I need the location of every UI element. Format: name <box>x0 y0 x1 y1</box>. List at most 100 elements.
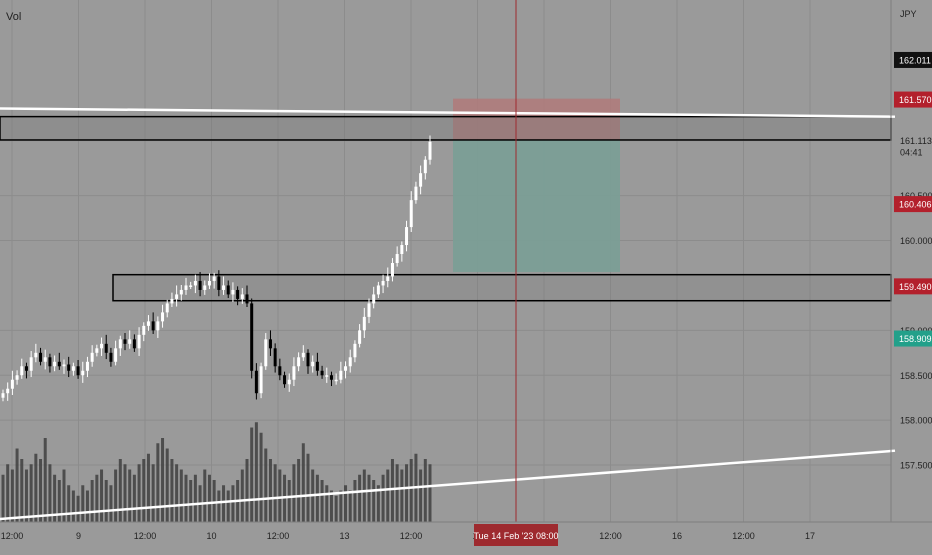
candle-body-25 <box>118 339 122 349</box>
candle-body-60 <box>283 375 287 385</box>
price-tag-bg-6 <box>894 278 932 295</box>
time-tick-4: 12:00 <box>267 531 290 541</box>
time-tick-3: 10 <box>206 531 216 541</box>
candle-body-86 <box>405 227 409 246</box>
candle-body-75 <box>353 343 357 358</box>
candle-body-59 <box>278 366 282 376</box>
volume-bar-2 <box>10 469 14 522</box>
candle-body-35 <box>165 303 169 313</box>
price-tag-bg-8 <box>894 330 932 347</box>
candle-body-66 <box>311 361 315 367</box>
volume-bar-6 <box>29 464 33 522</box>
candle-body-22 <box>104 343 108 353</box>
volume-bar-65 <box>306 453 310 522</box>
volume-bar-31 <box>146 453 150 522</box>
volume-bar-77 <box>362 469 366 522</box>
candle-body-90 <box>423 159 427 174</box>
candle-body-48 <box>226 285 230 295</box>
price-countdown: 04:41 <box>900 148 923 158</box>
volume-bar-21 <box>100 469 104 522</box>
trendline-1[interactable] <box>0 449 896 521</box>
volume-bar-0 <box>1 474 5 522</box>
volume-bar-57 <box>268 459 272 522</box>
price-tick-5: 160.000 <box>900 236 932 246</box>
crosshair-label-bg <box>474 524 558 546</box>
candle-body-51 <box>240 294 244 299</box>
time-tick-1: 9 <box>76 531 81 541</box>
price-tag-6: 159.490 <box>899 282 932 292</box>
candle-body-8 <box>39 352 43 362</box>
volume-bar-13 <box>62 469 66 522</box>
volume-bar-72 <box>339 490 343 522</box>
candle-body-56 <box>264 339 268 367</box>
resistance-box[interactable] <box>0 115 892 141</box>
candle-body-12 <box>57 361 61 367</box>
time-tick-11: 12:00 <box>732 531 755 541</box>
volume-bar-15 <box>71 490 75 522</box>
candle-body-13 <box>62 364 66 367</box>
volume-bar-3 <box>15 448 19 522</box>
volume-bar-69 <box>325 485 329 522</box>
volume-bar-68 <box>320 480 324 522</box>
time-tick-2: 12:00 <box>134 531 157 541</box>
candle-body-47 <box>222 285 226 290</box>
candle-body-83 <box>390 263 394 277</box>
volume-bar-90 <box>423 459 427 522</box>
price-tag-4: 160.406 <box>899 200 932 210</box>
volume-bar-58 <box>273 464 277 522</box>
volume-bar-5 <box>24 469 28 522</box>
volume-label: Vol <box>6 11 21 23</box>
volume-bar-84 <box>395 464 399 522</box>
candle-body-3 <box>15 375 19 380</box>
volume-bar-86 <box>405 464 409 522</box>
candle-body-21 <box>100 343 104 349</box>
candle-body-5 <box>24 366 28 371</box>
volume-bar-10 <box>48 464 52 522</box>
volume-bar-87 <box>409 459 413 522</box>
candle-body-31 <box>146 321 150 326</box>
volume-bar-49 <box>231 485 235 522</box>
price-tick-10: 158.000 <box>900 416 932 426</box>
volume-bar-20 <box>95 474 99 522</box>
time-tick-0: 12:00 <box>1 531 24 541</box>
volume-bar-14 <box>67 485 71 522</box>
volume-bar-85 <box>400 469 404 522</box>
candle-body-15 <box>71 366 75 371</box>
volume-bar-89 <box>419 469 423 522</box>
candle-body-2 <box>10 379 14 389</box>
volume-bar-39 <box>184 474 188 522</box>
volume-bar-82 <box>386 469 390 522</box>
candle-body-27 <box>128 339 132 344</box>
candle-body-71 <box>334 379 338 382</box>
candle-body-61 <box>287 379 291 385</box>
candle-body-80 <box>376 285 380 295</box>
trendline-0[interactable] <box>0 107 896 118</box>
price-tag-bg-0 <box>894 51 932 68</box>
candle-body-1 <box>6 388 10 394</box>
volume-bar-70 <box>329 490 333 522</box>
volume-bar-46 <box>217 490 221 522</box>
candle-body-53 <box>250 303 254 371</box>
candle-body-78 <box>367 303 371 317</box>
volume-bar-23 <box>109 485 113 522</box>
candle-body-46 <box>217 276 221 290</box>
volume-bar-30 <box>142 459 146 522</box>
candle-body-11 <box>53 361 57 367</box>
candle-body-70 <box>329 375 333 380</box>
volume-bar-11 <box>53 474 57 522</box>
candle-body-26 <box>123 339 127 344</box>
volume-bar-73 <box>344 485 348 522</box>
price-axis[interactable]: 162.011161.570161.11304:41160.500160.406… <box>894 51 932 471</box>
volume-bar-48 <box>226 490 230 522</box>
candle-body-20 <box>95 348 99 353</box>
candle-body-30 <box>142 325 146 335</box>
candle-body-65 <box>306 352 310 367</box>
volume-bar-24 <box>114 469 118 522</box>
time-axis[interactable]: 12:00912:001012:001312:00141512:001612:0… <box>1 524 815 546</box>
candle-body-55 <box>259 366 263 394</box>
price-tag-bg-1 <box>894 91 932 108</box>
price-tag-0: 162.011 <box>899 55 931 65</box>
volume-bar-51 <box>240 469 244 522</box>
